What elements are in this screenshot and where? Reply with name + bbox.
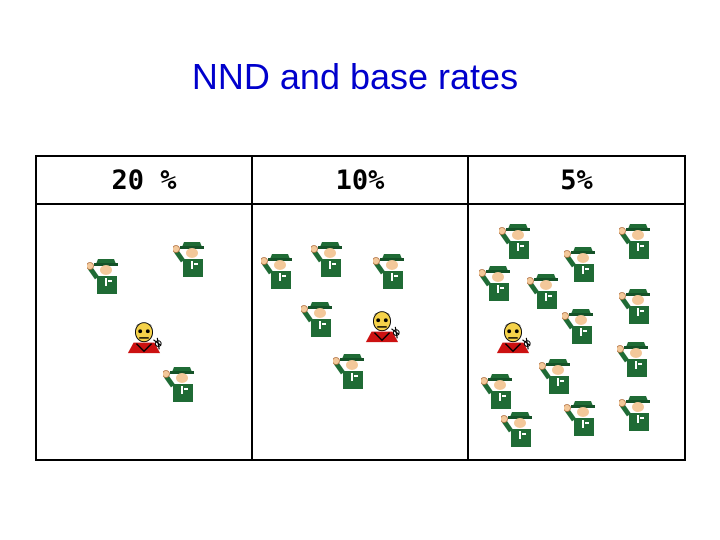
column-header-10-percent: 10% [251, 155, 469, 205]
suspect-icon [125, 313, 163, 359]
police-officer-icon [479, 257, 517, 303]
police-officer-icon [261, 245, 299, 291]
base-rate-table: 20 % 10% 5% [35, 155, 686, 461]
panel-10-percent [251, 203, 469, 461]
police-officer-icon [617, 333, 655, 379]
police-officer-icon [619, 387, 657, 433]
police-officer-icon [163, 358, 201, 404]
panel-20-percent [35, 203, 253, 461]
police-officer-icon [501, 403, 539, 449]
police-officer-icon [373, 245, 411, 291]
police-officer-icon [311, 233, 349, 279]
police-officer-icon [527, 265, 565, 311]
police-officer-icon [539, 350, 577, 396]
suspect-icon [494, 313, 532, 359]
police-officer-icon [564, 392, 602, 438]
suspect-icon [363, 302, 401, 348]
police-officer-icon [499, 215, 537, 261]
police-officer-icon [173, 233, 211, 279]
police-officer-icon [619, 215, 657, 261]
column-header-20-percent: 20 % [35, 155, 253, 205]
police-officer-icon [564, 238, 602, 284]
police-officer-icon [619, 280, 657, 326]
panel-5-percent [467, 203, 686, 461]
police-officer-icon [87, 250, 125, 296]
police-officer-icon [562, 300, 600, 346]
slide-title: NND and base rates [191, 56, 519, 97]
police-officer-icon [333, 345, 371, 391]
police-officer-icon [301, 293, 339, 339]
column-header-5-percent: 5% [467, 155, 686, 205]
